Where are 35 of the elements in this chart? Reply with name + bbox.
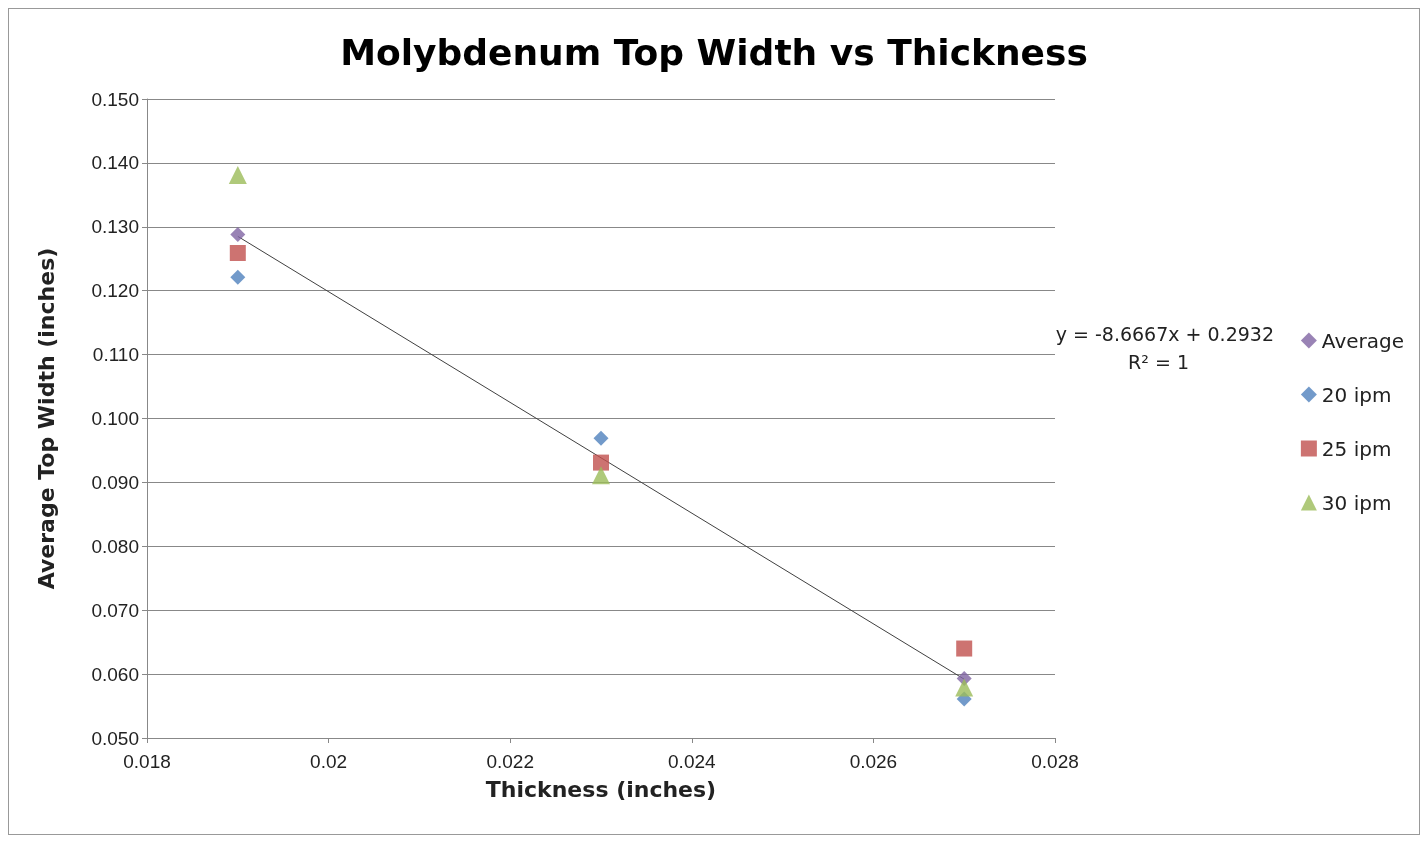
point bbox=[230, 226, 246, 242]
legend-label: 25 ipm bbox=[1321, 436, 1392, 461]
text: R² = 1 bbox=[1128, 350, 1189, 373]
y-tick-label: 0.130 bbox=[91, 216, 139, 238]
y-tick-label: 0.100 bbox=[91, 408, 139, 429]
x-tick-label: 0.022 bbox=[486, 751, 534, 772]
point bbox=[230, 269, 246, 285]
x-tick-label: 0.028 bbox=[1031, 751, 1079, 772]
y-tick-label: 0.110 bbox=[92, 344, 139, 366]
text: y = -8.6667x + 0.2932 bbox=[1055, 322, 1275, 345]
y-tick-label: 0.120 bbox=[91, 280, 139, 302]
y-tick-label: 0.140 bbox=[91, 152, 139, 174]
legend-label: 20 ipm bbox=[1321, 382, 1392, 407]
x-tick-label: 0.018 bbox=[123, 751, 171, 772]
chart-title: Molybdenum Top Width vs Thickness bbox=[340, 31, 1088, 73]
legend-label: Average bbox=[1321, 328, 1405, 353]
point bbox=[956, 640, 973, 657]
point bbox=[593, 454, 609, 471]
x-tick-label: 0.024 bbox=[668, 751, 717, 772]
y-tick-label: 0.080 bbox=[91, 535, 139, 557]
point bbox=[228, 166, 247, 185]
y-tick-label: 0.050 bbox=[91, 727, 139, 749]
point bbox=[593, 430, 609, 446]
point bbox=[955, 678, 974, 697]
point bbox=[592, 466, 610, 485]
y-tick-label: 0.150 bbox=[91, 88, 139, 110]
x-tick-label: 0.02 bbox=[310, 751, 348, 772]
y-tick-label: 0.060 bbox=[91, 663, 139, 685]
x-axis-title: Thickness (inches) bbox=[485, 776, 717, 802]
y-tick-label: 0.070 bbox=[91, 599, 139, 621]
legend-label: 30 ipm bbox=[1321, 490, 1392, 515]
y-axis-title: Average Top Width (inches) bbox=[33, 247, 59, 590]
point bbox=[229, 245, 246, 261]
y-tick-label: 0.090 bbox=[91, 471, 139, 493]
x-tick-label: 0.026 bbox=[849, 751, 898, 772]
